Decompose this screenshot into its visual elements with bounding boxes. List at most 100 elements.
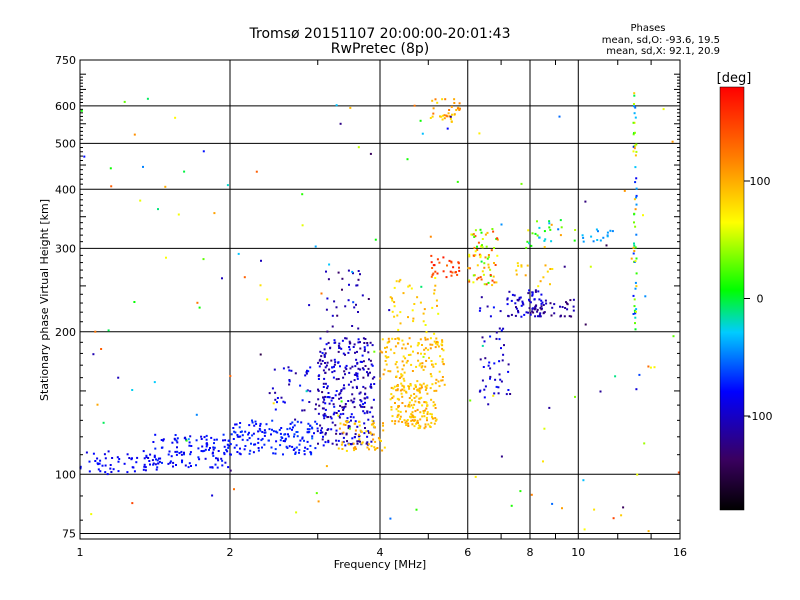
data-point [419,387,422,390]
data-point [549,268,552,270]
data-point [422,368,425,371]
data-point [368,448,370,451]
data-point [441,118,444,121]
data-point [436,304,438,307]
data-point [431,267,434,269]
x-axis: 1 2 4 6 8 10 16 [77,60,687,559]
data-point [479,256,482,259]
data-point [238,435,241,438]
data-point [493,247,495,249]
data-point [420,352,422,355]
data-point [440,343,443,346]
x-axis-label: Frequency [MHz] [334,558,426,571]
data-point [328,402,331,405]
data-point [441,347,444,350]
data-point [370,445,373,448]
data-point [632,313,635,315]
data-point [499,378,502,381]
data-point [498,360,501,363]
colorbar [719,86,745,511]
data-point [227,439,230,442]
data-point [357,278,360,281]
data-point [442,256,445,259]
data-point [356,377,359,380]
data-point [644,295,647,298]
data-point [495,337,498,340]
data-point [238,426,241,429]
data-point [279,439,282,442]
data-point [481,336,484,339]
data-point [402,364,405,367]
data-point [304,446,307,449]
data-point [234,431,237,434]
data-point [489,268,492,271]
data-point [301,193,304,196]
y-tick-label: 300 [55,242,76,255]
data-point [415,365,418,368]
data-point [371,419,374,422]
data-point [634,166,637,169]
data-point [361,294,364,297]
data-point [456,107,459,110]
y-tick-label: 200 [55,326,76,339]
data-point [315,422,318,425]
data-point [397,337,400,340]
data-point [360,430,363,433]
data-point [287,366,290,369]
data-point [611,230,614,233]
data-point [487,403,490,406]
data-point [353,379,356,382]
data-point [323,398,326,401]
data-point [528,298,530,301]
data-point [348,346,351,348]
chart-title: Tromsø 20151107 20:00:00-20:01:43 [249,26,511,42]
data-point [147,457,150,459]
data-point [429,337,432,340]
data-point [395,408,398,411]
data-point [229,469,232,472]
data-point [364,338,367,340]
grid [80,59,680,539]
data-point [331,371,334,374]
data-point [317,442,319,445]
data-point [328,263,331,266]
data-point [424,347,427,350]
data-point [354,420,357,423]
data-point [288,369,291,372]
data-point [417,401,420,403]
data-point [590,235,593,238]
data-point [183,453,185,456]
data-point [495,385,498,388]
colorbar-tick-label: -100 [748,410,773,423]
data-point [538,315,541,318]
data-point [496,237,499,240]
data-point [326,396,329,399]
data-point [169,460,172,463]
data-point [540,308,543,311]
data-point [135,461,138,464]
data-point [551,502,554,505]
x-tick-label: 6 [464,546,471,559]
data-point [492,230,495,233]
data-point [424,385,427,388]
data-point [433,292,436,295]
data-point [305,372,308,375]
data-point [292,449,295,451]
data-point [338,427,341,430]
data-point [157,457,160,460]
data-point [437,380,440,383]
data-point [433,340,436,343]
data-point [411,411,414,414]
data-point [501,359,504,362]
data-point [403,379,406,382]
data-point [149,453,152,456]
data-point [653,366,656,369]
data-point [99,470,102,473]
data-point [543,427,546,430]
data-point [234,423,237,426]
data-point [104,464,107,467]
data-point [400,382,403,385]
data-point [168,450,171,453]
data-point [206,443,209,446]
data-point [634,287,637,290]
